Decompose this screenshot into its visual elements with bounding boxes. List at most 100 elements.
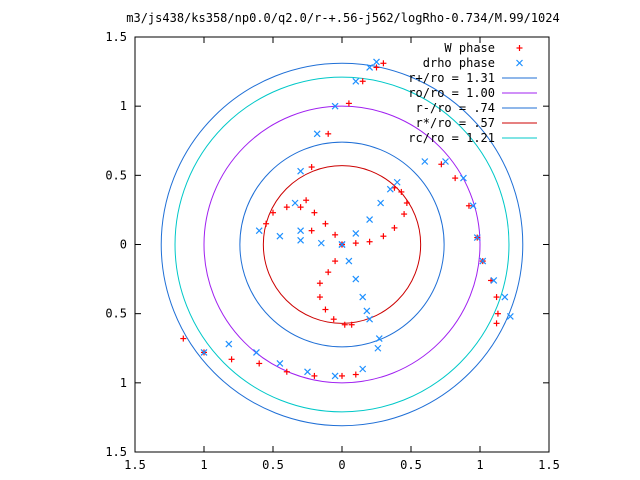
point-s1-29-b (473, 234, 481, 242)
point-s1-16 (366, 315, 374, 323)
point-s0-25 (348, 321, 355, 328)
point-s0-49 (339, 372, 345, 379)
point-s1-38 (304, 368, 311, 376)
point-s1-39-b (331, 372, 339, 380)
point-s1-26 (442, 158, 449, 165)
x-tick-label-4: 0.5 (400, 458, 422, 472)
point-s1-19-b (297, 167, 305, 175)
point-s1-24 (373, 58, 380, 66)
point-s0-2 (283, 204, 290, 211)
point-s0-9 (352, 240, 359, 247)
point-s1-11-b (338, 241, 346, 248)
point-s1-8 (377, 199, 385, 207)
point-s0-40 (493, 294, 500, 301)
point-s0-13 (401, 211, 408, 218)
point-s1-7-b (366, 216, 374, 224)
point-s0-3 (297, 204, 304, 211)
point-s1-1-b (276, 232, 284, 240)
point-s1-23 (366, 64, 374, 71)
point-s1-34 (200, 348, 208, 356)
point-s1-42 (375, 335, 383, 342)
legend-sample-0 (516, 45, 523, 51)
point-s1-15-b (363, 307, 371, 315)
point-s1-17 (297, 227, 305, 235)
legend-label-0: W phase (444, 41, 495, 55)
y-tick-label-2: 0.5 (105, 307, 127, 321)
point-s1-12-b (345, 257, 353, 265)
point-s0-30 (345, 100, 352, 107)
point-s1-7 (366, 216, 374, 224)
point-s1-38-b (304, 368, 311, 376)
point-s1-1 (276, 232, 284, 240)
point-s1-41-b (374, 344, 382, 352)
point-s1-28-b (469, 202, 477, 210)
reference-circles (160, 62, 524, 427)
point-s1-0-b (255, 227, 263, 235)
point-s1-33 (506, 313, 514, 320)
point-s0-4 (311, 209, 318, 216)
circle-3 (262, 165, 422, 324)
point-s1-32-b (501, 293, 509, 301)
point-s0-5 (322, 220, 329, 227)
point-s1-32 (501, 293, 509, 301)
point-s1-41 (374, 344, 382, 352)
point-s0-0 (263, 220, 270, 227)
y-tick-label-4: 0.5 (105, 168, 127, 182)
point-s1-17-b (297, 227, 305, 235)
point-s1-27-b (460, 174, 467, 182)
point-s1-34-b (200, 348, 208, 356)
point-s0-24 (341, 321, 348, 328)
point-s0-48 (311, 372, 318, 379)
point-s1-42-b (375, 335, 383, 342)
point-s1-15 (363, 307, 371, 315)
point-s1-25-b (421, 158, 429, 165)
point-s0-26 (308, 227, 315, 234)
y-tick-label-0: 1.5 (105, 445, 127, 459)
point-s0-15 (398, 188, 405, 195)
point-s1-29 (473, 234, 481, 242)
y-tick-label-3: 0 (120, 238, 127, 252)
point-s0-42 (493, 320, 500, 327)
circle-2 (239, 141, 445, 348)
point-s0-11 (380, 233, 387, 240)
point-s0-33 (380, 60, 387, 67)
legend-label-6: rc/ro = 1.21 (408, 131, 495, 145)
point-s0-36 (465, 202, 472, 209)
point-s1-6-b (352, 230, 360, 237)
point-s1-19 (297, 167, 305, 175)
point-s1-30 (479, 257, 487, 265)
point-s1-40-b (359, 365, 367, 373)
legend-label-2: r+/ro = 1.31 (408, 71, 495, 85)
point-s1-35 (225, 340, 233, 348)
point-s0-46 (256, 360, 263, 367)
point-s1-40 (359, 365, 367, 373)
point-s0-29 (325, 130, 332, 137)
point-s1-6 (352, 230, 360, 237)
point-s1-28 (469, 202, 477, 210)
point-s1-37 (276, 360, 284, 367)
point-s1-10-b (393, 178, 401, 186)
point-s0-45 (228, 356, 235, 363)
point-s1-26-b (442, 158, 449, 165)
point-s1-3-b (317, 239, 325, 247)
x-tick-label-2: 0.5 (262, 458, 284, 472)
point-s1-9 (386, 185, 394, 193)
point-s1-22-b (352, 77, 360, 85)
point-s1-22 (352, 77, 360, 85)
series-1 (200, 58, 514, 380)
point-s1-39 (331, 372, 339, 380)
x-tick-label-6: 1.5 (538, 458, 560, 472)
point-s0-23 (330, 316, 337, 323)
point-s0-35 (452, 175, 459, 182)
point-s0-20 (316, 280, 323, 287)
circle-1 (203, 105, 481, 384)
point-s0-27 (303, 197, 310, 204)
point-s0-1 (270, 209, 276, 216)
point-s0-21 (316, 294, 323, 301)
y-tick-label-6: 1.5 (105, 30, 127, 44)
point-s1-33-b (506, 313, 514, 320)
point-s0-12 (391, 224, 398, 231)
point-s0-18 (332, 258, 339, 265)
point-s1-14-b (359, 293, 367, 301)
point-s1-18-b (291, 199, 299, 207)
